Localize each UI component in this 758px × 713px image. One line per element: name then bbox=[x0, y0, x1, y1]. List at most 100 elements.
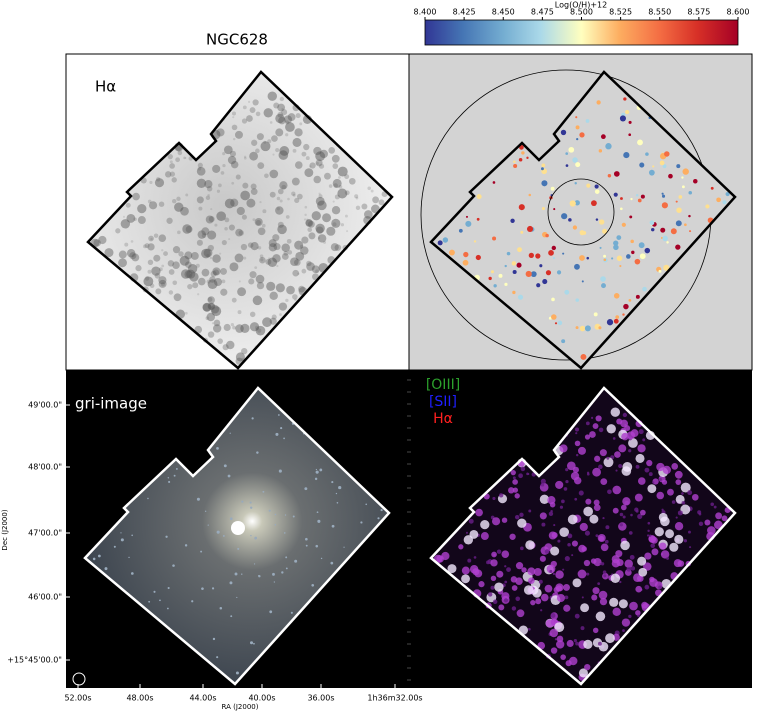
emission bbox=[563, 583, 570, 591]
emission bbox=[590, 416, 594, 419]
emission bbox=[511, 585, 518, 591]
emission bbox=[540, 609, 543, 612]
dot bbox=[209, 256, 213, 260]
emission bbox=[624, 559, 633, 569]
region bbox=[511, 261, 517, 266]
dot bbox=[169, 171, 176, 177]
dot bbox=[149, 180, 153, 185]
dot bbox=[256, 133, 264, 141]
dot bbox=[268, 239, 277, 248]
dot bbox=[317, 200, 327, 211]
dot bbox=[151, 266, 161, 276]
dot bbox=[202, 303, 212, 312]
region bbox=[598, 149, 603, 153]
region bbox=[526, 156, 529, 159]
dot bbox=[212, 267, 221, 276]
dot bbox=[182, 224, 192, 234]
dot bbox=[235, 130, 243, 139]
dot bbox=[231, 297, 237, 303]
dot bbox=[167, 153, 173, 160]
dot bbox=[279, 96, 285, 102]
emission bbox=[501, 517, 508, 523]
emission bbox=[580, 626, 585, 631]
region bbox=[613, 318, 619, 324]
y-tick-label: 49'00.0" bbox=[28, 401, 62, 410]
dot bbox=[254, 325, 259, 330]
region bbox=[613, 293, 620, 299]
emission bbox=[556, 593, 566, 603]
emission bbox=[528, 509, 532, 513]
emission bbox=[523, 585, 534, 595]
star bbox=[229, 432, 231, 434]
dot bbox=[149, 283, 155, 289]
dot bbox=[231, 181, 235, 185]
emission bbox=[621, 618, 631, 627]
region bbox=[442, 237, 449, 243]
emission bbox=[622, 462, 633, 472]
dot bbox=[130, 240, 134, 243]
dot bbox=[372, 196, 380, 204]
emission bbox=[507, 487, 515, 494]
emission bbox=[498, 604, 505, 611]
region bbox=[628, 133, 632, 137]
dot bbox=[203, 248, 213, 258]
dot bbox=[180, 206, 189, 216]
dot bbox=[299, 244, 304, 249]
region bbox=[476, 194, 482, 200]
region bbox=[579, 132, 585, 138]
dot bbox=[277, 111, 284, 118]
region bbox=[599, 246, 602, 249]
dot bbox=[122, 215, 125, 218]
emission bbox=[461, 574, 470, 584]
dot bbox=[281, 243, 290, 253]
region bbox=[601, 283, 606, 289]
dot bbox=[236, 206, 245, 216]
dot bbox=[247, 242, 254, 248]
dot bbox=[264, 173, 269, 179]
dot bbox=[237, 310, 242, 315]
emission bbox=[491, 551, 497, 558]
region bbox=[603, 254, 607, 258]
colorbar-ticks: 8.400 8.425 8.450 8.475 8.500 8.525 8.550 8.575… bbox=[414, 8, 749, 20]
dot bbox=[243, 155, 247, 158]
dot bbox=[316, 226, 324, 234]
emission bbox=[528, 577, 535, 585]
dot bbox=[294, 197, 300, 204]
star bbox=[315, 544, 319, 548]
y-tick-label: +15°45'00.0" bbox=[7, 656, 62, 665]
figure-title: NGC628 bbox=[206, 31, 268, 49]
star bbox=[216, 530, 220, 534]
legend-sii: [SII] bbox=[429, 394, 457, 410]
dot bbox=[148, 201, 158, 210]
dot bbox=[241, 214, 247, 220]
emission bbox=[565, 660, 572, 667]
emission bbox=[656, 462, 665, 472]
emission bbox=[533, 568, 542, 576]
dot bbox=[224, 198, 235, 209]
dot bbox=[251, 139, 258, 146]
dot bbox=[210, 270, 217, 277]
dot bbox=[271, 135, 278, 142]
region bbox=[689, 230, 692, 233]
emission bbox=[556, 640, 565, 649]
emission bbox=[644, 467, 650, 473]
dot bbox=[158, 201, 165, 207]
emission bbox=[675, 479, 682, 485]
region bbox=[615, 315, 620, 319]
dot bbox=[269, 169, 279, 179]
dot bbox=[267, 91, 278, 101]
region bbox=[541, 167, 544, 171]
region bbox=[518, 157, 523, 162]
emission bbox=[615, 469, 618, 472]
region bbox=[678, 195, 683, 199]
dot bbox=[255, 274, 265, 284]
dot bbox=[252, 218, 256, 222]
region bbox=[623, 303, 629, 310]
emission bbox=[555, 570, 564, 579]
emission bbox=[598, 427, 604, 433]
region bbox=[675, 200, 678, 203]
region bbox=[619, 115, 626, 122]
emission bbox=[586, 572, 590, 576]
star bbox=[229, 517, 233, 521]
dot bbox=[281, 107, 284, 111]
